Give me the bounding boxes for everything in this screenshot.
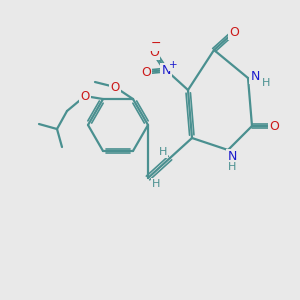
Text: H: H bbox=[262, 78, 270, 88]
Text: O: O bbox=[149, 46, 159, 59]
Text: N: N bbox=[161, 64, 171, 76]
Text: O: O bbox=[141, 65, 151, 79]
Text: −: − bbox=[151, 37, 161, 50]
Text: O: O bbox=[80, 89, 90, 103]
Text: N: N bbox=[250, 70, 260, 83]
Text: O: O bbox=[110, 80, 120, 94]
Text: O: O bbox=[229, 26, 239, 38]
Text: H: H bbox=[159, 147, 167, 157]
Text: H: H bbox=[152, 179, 160, 189]
Text: H: H bbox=[228, 162, 236, 172]
Text: +: + bbox=[169, 60, 177, 70]
Text: N: N bbox=[227, 149, 237, 163]
Text: O: O bbox=[269, 119, 279, 133]
